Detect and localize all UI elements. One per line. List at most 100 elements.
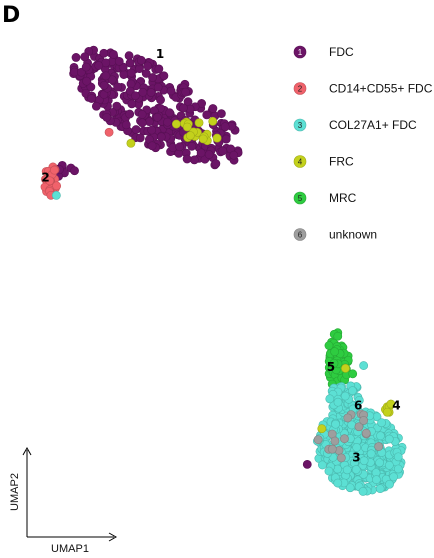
data-point-cluster-6 [359, 416, 369, 425]
legend-marker-2 [293, 82, 307, 95]
data-point-cluster-3 [333, 478, 343, 488]
data-point-cluster-1 [147, 125, 157, 135]
data-point-cluster-3 [345, 483, 355, 493]
data-point-cluster-3 [331, 419, 340, 429]
data-point-cluster-1 [196, 148, 206, 158]
data-point-cluster-1 [137, 118, 147, 128]
data-point-cluster-1 [175, 142, 185, 152]
legend-marker-number-3: 3 [298, 121, 303, 130]
data-point-cluster-1 [125, 58, 135, 68]
data-point-cluster-1 [204, 150, 214, 159]
data-point-cluster-1 [124, 51, 134, 61]
data-point-cluster-4 [182, 122, 192, 132]
legend-marker-3 [293, 118, 307, 132]
data-point-cluster-3 [359, 361, 369, 370]
cluster-label-1: 1 [156, 47, 164, 61]
data-point-cluster-1 [121, 120, 131, 130]
data-point-cluster-3 [384, 460, 394, 470]
data-point-cluster-4 [185, 131, 195, 141]
legend-item-4: 4 FRC [293, 155, 354, 169]
data-point-cluster-3 [393, 452, 403, 462]
legend-marker-number-5: 5 [298, 194, 303, 203]
legend-marker-6 [293, 228, 307, 241]
data-point-cluster-3 [359, 456, 369, 466]
data-point-cluster-4 [382, 407, 392, 417]
legend-item-6: 6 unknown [293, 228, 377, 242]
data-point-cluster-1 [125, 109, 135, 119]
data-point-cluster-4 [212, 133, 222, 143]
data-point-cluster-1 [165, 108, 175, 118]
data-point-cluster-6 [374, 442, 384, 451]
data-point-cluster-6 [330, 436, 340, 446]
legend-item-3: 3 COL27A1+ FDC [293, 118, 417, 132]
data-point-cluster-1 [220, 122, 230, 132]
legend-label-3: COL27A1+ FDC [329, 118, 417, 132]
data-point-cluster-1 [187, 141, 197, 151]
legend-marker-number-6: 6 [298, 231, 303, 240]
data-point-cluster-4 [126, 138, 136, 148]
data-point-cluster-3 [377, 418, 386, 428]
data-point-cluster-1 [101, 71, 111, 81]
data-point-cluster-3 [375, 458, 384, 468]
data-point-cluster-3 [351, 465, 361, 474]
data-point-cluster-1 [87, 94, 97, 103]
legend-label-1: FDC [329, 45, 354, 59]
data-point-cluster-1 [94, 61, 104, 70]
x-axis-arrow [108, 532, 118, 542]
data-point-cluster-1 [70, 166, 79, 176]
points-layer [40, 45, 407, 496]
data-point-cluster-1 [156, 95, 165, 105]
data-point-cluster-1 [221, 134, 231, 144]
data-point-cluster-1 [159, 71, 169, 81]
legend-marker-5 [293, 191, 307, 205]
cluster-labels-layer: 1 2 3 4 5 6 [41, 47, 400, 464]
cluster-label-5: 5 [327, 360, 335, 374]
data-point-cluster-3 [51, 191, 61, 200]
legend-label-6: unknown [329, 228, 377, 242]
data-point-cluster-3 [371, 475, 381, 485]
data-point-cluster-3 [354, 395, 364, 405]
data-point-cluster-1 [166, 86, 176, 96]
legend-item-2: 2 CD14+CD55+ FDC [293, 82, 433, 96]
data-point-cluster-1 [99, 80, 109, 90]
cluster-label-3: 3 [352, 451, 360, 465]
data-point-cluster-1 [208, 104, 218, 113]
data-point-cluster-3 [384, 434, 394, 444]
data-point-cluster-1 [71, 53, 81, 62]
data-point-cluster-1 [202, 110, 212, 120]
data-point-cluster-1 [109, 49, 118, 59]
data-point-cluster-1 [119, 70, 129, 79]
data-point-cluster-1 [131, 125, 141, 134]
legend-item-1: 1 FDC [293, 45, 354, 59]
legend-marker-4 [293, 155, 307, 168]
data-point-cluster-1 [136, 55, 146, 65]
data-point-cluster-3 [385, 479, 394, 489]
data-point-cluster-1 [153, 112, 162, 122]
legend-marker-1 [293, 45, 307, 59]
data-point-cluster-4 [208, 116, 218, 126]
data-point-cluster-2 [104, 127, 114, 137]
data-point-cluster-5 [329, 358, 339, 368]
panel-letter: D [2, 3, 20, 28]
data-point-cluster-1 [113, 82, 123, 92]
data-point-cluster-3 [333, 397, 343, 407]
data-point-cluster-1 [218, 146, 228, 156]
legend: 1 FDC 2 CD14+CD55+ FDC 3 COL27A1+ FDC 4 FRC 5 MRC… [293, 45, 433, 242]
data-point-cluster-1 [81, 62, 91, 72]
data-point-cluster-1 [153, 82, 163, 92]
cluster-label-2: 2 [41, 171, 49, 185]
data-point-cluster-3 [325, 394, 335, 404]
cluster-label-4: 4 [392, 399, 400, 413]
data-point-cluster-3 [342, 465, 352, 475]
data-point-cluster-1 [127, 99, 137, 109]
data-point-cluster-1 [211, 159, 221, 169]
data-point-cluster-4 [341, 363, 350, 373]
data-point-cluster-4 [317, 424, 327, 434]
data-point-cluster-1 [126, 68, 136, 78]
data-point-cluster-1 [135, 133, 145, 143]
data-point-cluster-5 [348, 369, 358, 379]
data-point-cluster-4 [386, 399, 396, 409]
data-point-cluster-6 [336, 453, 346, 463]
data-point-cluster-5 [333, 331, 343, 341]
data-point-cluster-1 [138, 87, 148, 97]
